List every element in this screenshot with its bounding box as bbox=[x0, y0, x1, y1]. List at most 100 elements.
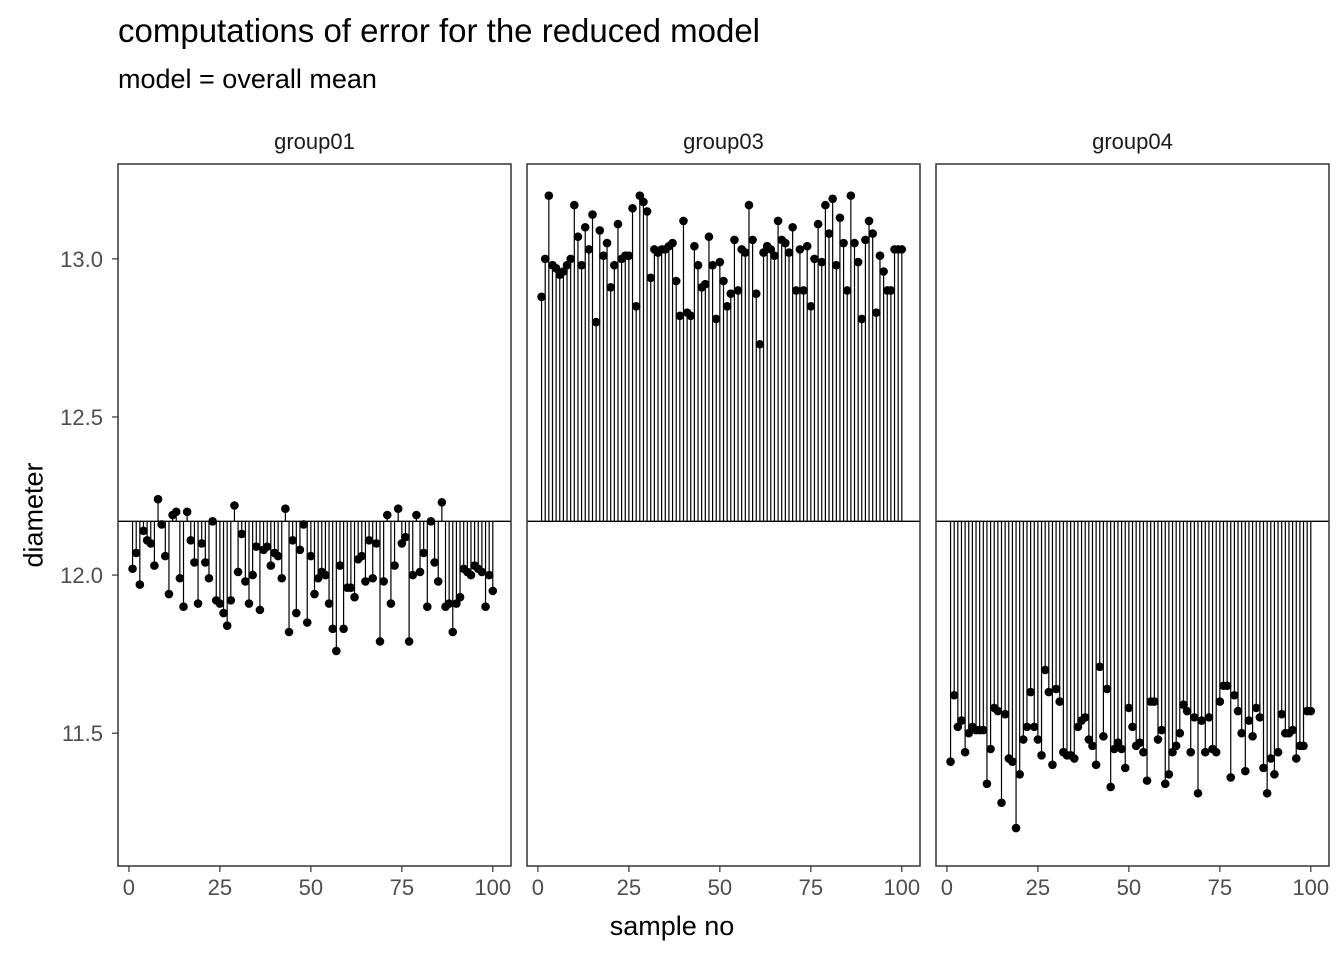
data-point bbox=[693, 260, 703, 270]
data-point bbox=[393, 504, 403, 513]
data-point bbox=[540, 254, 550, 264]
data-point bbox=[832, 260, 841, 270]
data-point bbox=[997, 798, 1006, 808]
data-point bbox=[372, 539, 381, 548]
data-point bbox=[850, 238, 859, 248]
data-point bbox=[628, 203, 637, 213]
data-point bbox=[408, 570, 418, 580]
data-point bbox=[646, 273, 656, 283]
data-point bbox=[248, 570, 257, 580]
data-point bbox=[233, 567, 243, 577]
data-point bbox=[853, 257, 863, 267]
data-point bbox=[957, 716, 966, 725]
data-point bbox=[875, 251, 885, 261]
data-point bbox=[1160, 779, 1170, 789]
data-point bbox=[566, 254, 575, 264]
data-point bbox=[288, 535, 297, 545]
data-point bbox=[299, 520, 308, 529]
data-point bbox=[1069, 754, 1079, 763]
data-point bbox=[588, 210, 597, 219]
data-point bbox=[448, 627, 458, 637]
data-point bbox=[1182, 706, 1192, 716]
data-point bbox=[897, 245, 907, 254]
data-point bbox=[1088, 741, 1097, 751]
data-point bbox=[382, 510, 392, 520]
data-point bbox=[357, 551, 367, 561]
data-point bbox=[1073, 722, 1083, 732]
data-point bbox=[1095, 662, 1105, 672]
data-point bbox=[455, 592, 465, 602]
data-point bbox=[577, 260, 586, 270]
data-point bbox=[1197, 716, 1206, 725]
data-point bbox=[631, 301, 641, 311]
data-point bbox=[544, 191, 554, 200]
data-point bbox=[1120, 763, 1130, 773]
data-point bbox=[861, 235, 870, 245]
data-point bbox=[302, 618, 312, 627]
data-point bbox=[266, 561, 276, 570]
data-point bbox=[201, 558, 210, 567]
panel-border bbox=[935, 163, 1330, 867]
data-point bbox=[306, 551, 316, 561]
data-point bbox=[886, 286, 896, 295]
data-point bbox=[606, 283, 615, 292]
data-point bbox=[624, 251, 634, 261]
data-point bbox=[1175, 728, 1185, 738]
data-point bbox=[537, 292, 546, 302]
data-point bbox=[946, 757, 955, 766]
data-point bbox=[781, 238, 790, 248]
data-point bbox=[795, 245, 805, 254]
data-point bbox=[708, 260, 717, 270]
data-point bbox=[748, 235, 757, 245]
data-point bbox=[759, 248, 768, 257]
data-point bbox=[744, 200, 754, 210]
data-point bbox=[573, 232, 583, 242]
data-point bbox=[1048, 760, 1057, 770]
data-point bbox=[810, 254, 819, 264]
data-point bbox=[295, 545, 305, 555]
x-tick-label: 0 bbox=[123, 875, 135, 900]
data-point bbox=[1124, 703, 1134, 713]
data-point bbox=[960, 747, 970, 757]
data-point bbox=[197, 539, 206, 548]
data-point bbox=[277, 573, 287, 583]
data-point bbox=[273, 551, 283, 561]
data-point bbox=[668, 238, 677, 248]
data-point bbox=[364, 535, 374, 545]
data-point bbox=[1211, 747, 1221, 757]
data-point bbox=[872, 308, 881, 317]
data-point bbox=[182, 507, 192, 517]
data-point bbox=[1255, 713, 1265, 722]
data-point bbox=[164, 589, 174, 599]
data-point bbox=[1222, 681, 1232, 691]
data-point bbox=[730, 235, 739, 245]
data-point bbox=[222, 621, 232, 630]
data-point bbox=[806, 301, 816, 311]
data-point bbox=[1022, 722, 1032, 732]
data-point bbox=[679, 216, 688, 226]
data-point bbox=[1288, 725, 1297, 735]
data-point bbox=[986, 744, 995, 754]
data-point bbox=[675, 311, 685, 321]
chart-subtitle: model = overall mean bbox=[118, 64, 377, 94]
x-tick-label: 50 bbox=[1117, 875, 1141, 900]
data-point bbox=[386, 599, 396, 608]
data-point bbox=[1164, 769, 1174, 779]
data-point bbox=[1186, 747, 1196, 757]
data-point bbox=[711, 314, 721, 324]
x-tick-label: 0 bbox=[532, 875, 544, 900]
data-point bbox=[1084, 735, 1094, 744]
x-tick-label: 75 bbox=[390, 875, 414, 900]
data-point bbox=[1306, 706, 1316, 716]
y-tick-label: 12.0 bbox=[60, 563, 103, 588]
data-point bbox=[1168, 747, 1177, 757]
data-point bbox=[1113, 738, 1123, 747]
data-point bbox=[208, 517, 217, 526]
data-point bbox=[292, 608, 301, 618]
data-point bbox=[1244, 716, 1254, 725]
x-tick-label: 100 bbox=[474, 875, 511, 900]
y-tick-label: 13.0 bbox=[60, 247, 103, 272]
x-tick-label: 50 bbox=[708, 875, 732, 900]
data-point bbox=[1029, 722, 1039, 732]
data-point bbox=[570, 200, 579, 210]
